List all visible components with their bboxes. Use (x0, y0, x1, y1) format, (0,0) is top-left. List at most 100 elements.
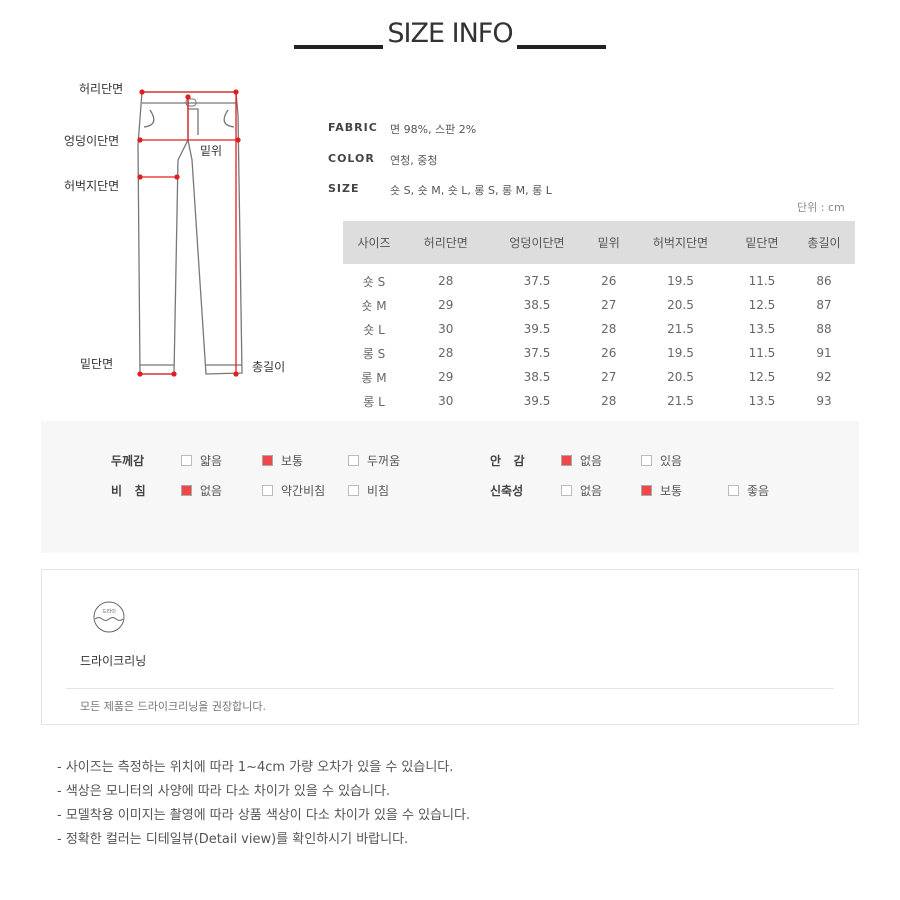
table-row: 롱 L 30 39.5 28 21.5 13.5 93 (343, 389, 855, 413)
checked-box-icon (641, 485, 652, 496)
table-cell: 26 (601, 346, 617, 360)
note-1: - 사이즈는 측정하는 위치에 따라 1~4cm 가량 오차가 있을 수 있습니… (57, 760, 454, 775)
table-cell: 13.5 (748, 322, 776, 336)
table-cell: 93 (816, 394, 832, 408)
table-cell: 19.5 (667, 274, 694, 288)
table-cell: 86 (816, 274, 832, 288)
column-header: 허리단면 (405, 221, 487, 264)
table-cell: 27 (601, 370, 617, 384)
option-label: 없음 (200, 484, 223, 498)
care-note: 모든 제품은 드라이크리닝을 권장합니다. (80, 700, 267, 713)
table-cell: 숏 M (361, 298, 387, 313)
checked-box-icon (181, 485, 192, 496)
table-cell: 39.5 (523, 394, 551, 408)
table-cell: 롱 M (361, 370, 387, 385)
table-cell: 30 (438, 322, 454, 336)
table-cell: 28 (601, 322, 617, 336)
table-cell: 숏 L (363, 322, 385, 337)
option-label: 없음 (580, 454, 603, 468)
table-cell: 숏 S (362, 274, 386, 289)
column-header: 사이즈 (343, 221, 405, 264)
spec-color-key: COLOR (328, 152, 375, 165)
feature-option: 보통 (641, 482, 682, 499)
spec-fabric-value: 면 98%, 스판 2% (390, 123, 477, 136)
table-cell: 20.5 (667, 370, 694, 384)
table-cell: 38.5 (523, 370, 551, 384)
unchecked-box-icon (262, 485, 273, 496)
unchecked-box-icon (561, 485, 572, 496)
option-label: 비침 (367, 484, 390, 498)
table-row: 숏 M 29 38.5 27 20.5 12.5 87 (343, 293, 855, 317)
label-hip: 엉덩이단면 (64, 134, 120, 148)
option-label: 보통 (660, 484, 683, 498)
features-panel (41, 421, 859, 553)
dry-clean-icon: 드라이 (93, 601, 125, 633)
table-cell: 20.5 (667, 298, 694, 312)
table-row: 롱 M 29 38.5 27 20.5 12.5 92 (343, 365, 855, 389)
table-cell: 29 (438, 370, 454, 384)
note-3: - 모델착용 이미지는 촬영에 따라 상품 색상이 다소 차이가 있을 수 있습… (57, 808, 471, 823)
feature-label: 신축성 (490, 484, 524, 498)
feature-option: 없음 (181, 482, 222, 499)
table-cell: 28 (438, 274, 454, 288)
care-divider (66, 688, 834, 689)
column-header: 엉덩이단면 (486, 221, 588, 264)
label-rise: 밑위 (200, 144, 223, 158)
size-table: 사이즈 허리단면 엉덩이단면 밑위 허벅지단면 밑단면 총길이 숏 S 28 37.5 26 19.… (343, 221, 855, 413)
table-row: 롱 S 28 37.5 26 19.5 11.5 91 (343, 341, 855, 365)
table-cell: 27 (601, 298, 617, 312)
table-cell: 91 (816, 346, 832, 360)
table-cell: 29 (438, 298, 454, 312)
table-cell: 88 (816, 322, 832, 336)
table-row: 숏 S 28 37.5 26 19.5 11.5 86 (343, 264, 855, 293)
option-label: 없음 (580, 484, 603, 498)
table-cell: 39.5 (523, 322, 551, 336)
note-2: - 색상은 모니터의 사양에 따라 다소 차이가 있을 수 있습니다. (57, 784, 391, 799)
feature-option: 좋음 (728, 482, 769, 499)
column-header: 밑위 (587, 221, 630, 264)
table-header: 사이즈 허리단면 엉덩이단면 밑위 허벅지단면 밑단면 총길이 (343, 221, 855, 264)
spec-size-value: 숏 S, 숏 M, 숏 L, 롱 S, 롱 M, 롱 L (390, 184, 552, 197)
table-cell: 12.5 (748, 370, 776, 384)
column-header: 허벅지단면 (629, 221, 731, 264)
feature-option: 두꺼움 (348, 452, 400, 469)
option-label: 있음 (660, 454, 683, 468)
label-thigh: 허벅지단면 (64, 179, 120, 193)
care-label: 드라이크리닝 (80, 654, 147, 668)
table-cell: 92 (816, 370, 832, 384)
option-label: 좋음 (747, 484, 770, 498)
table-cell: 30 (438, 394, 454, 408)
note-4: - 정확한 컬러는 디테일뷰(Detail view)를 확인하시기 바랍니다. (57, 832, 409, 847)
feature-option: 얇음 (181, 452, 222, 469)
feature-label: 비 침 (111, 484, 146, 498)
spec-color-value: 연청, 중청 (390, 154, 438, 167)
table-cell: 26 (601, 274, 617, 288)
feature-option: 보통 (262, 452, 303, 469)
spec-size-key: SIZE (328, 182, 360, 195)
table-cell: 37.5 (523, 274, 551, 288)
svg-text:드라이: 드라이 (102, 608, 116, 615)
label-hem: 밑단면 (80, 357, 114, 371)
checked-box-icon (561, 455, 572, 466)
table-cell: 21.5 (667, 322, 694, 336)
table-cell: 28 (438, 346, 454, 360)
spec-fabric-key: FABRIC (328, 121, 378, 134)
unchecked-box-icon (348, 485, 359, 496)
unit-label: 단위 : cm (797, 201, 845, 214)
table-cell: 21.5 (667, 394, 694, 408)
feature-option: 약간비침 (262, 482, 325, 499)
table-cell: 11.5 (748, 346, 776, 360)
label-length: 총길이 (252, 360, 286, 374)
option-label: 두꺼움 (367, 454, 401, 468)
unchecked-box-icon (181, 455, 192, 466)
table-row: 숏 L 30 39.5 28 21.5 13.5 88 (343, 317, 855, 341)
table-cell: 87 (816, 298, 832, 312)
care-panel (41, 569, 859, 725)
feature-option: 없음 (561, 482, 602, 499)
table-cell: 롱 S (362, 346, 386, 361)
column-header: 밑단면 (730, 221, 793, 264)
table-cell: 13.5 (748, 394, 776, 408)
table-cell: 롱 L (363, 394, 385, 409)
unchecked-box-icon (728, 485, 739, 496)
table-cell: 28 (601, 394, 617, 408)
